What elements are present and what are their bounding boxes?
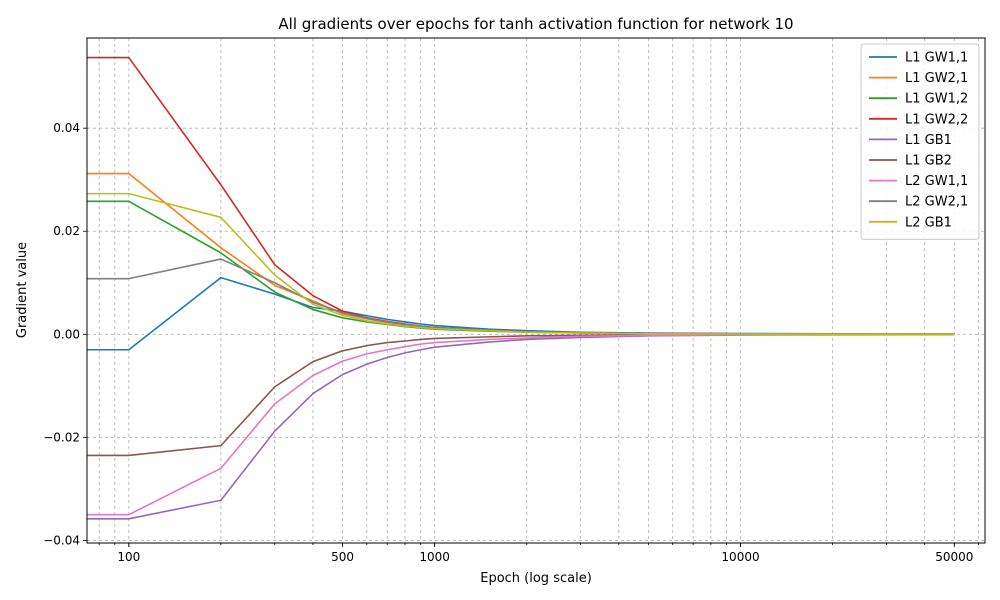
series-line-7 — [87, 333, 955, 516]
legend-label: L1 GW1,1 — [905, 51, 968, 66]
legend-label: L1 GW2,2 — [905, 112, 968, 127]
x-tick-label: 500 — [331, 550, 354, 564]
x-tick-label: 1000 — [419, 550, 450, 564]
legend-label: L1 GW2,1 — [905, 71, 968, 86]
series-lines — [87, 56, 955, 520]
legend-label: L1 GB1 — [905, 133, 952, 148]
y-tick-label: 0.02 — [53, 224, 80, 238]
x-axis-label: Epoch (log scale) — [480, 571, 592, 586]
legend-label: L1 GB2 — [905, 154, 952, 169]
legend-box — [860, 43, 980, 240]
legend-label: L2 GW1,1 — [905, 174, 968, 189]
y-tick-label: −0.02 — [43, 430, 80, 444]
y-tick-label: −0.04 — [43, 533, 80, 547]
y-axis-label: Gradient value — [15, 242, 30, 338]
legend-label: L2 GB1 — [905, 215, 952, 230]
legend: L1 GW1,1 L1 GW2,1 L1 GW1,2 L1 GW2,2 L1 GB1 L1… — [860, 43, 980, 240]
chart-title: All gradients over epochs for tanh activ… — [278, 15, 793, 33]
grid-lines — [87, 38, 985, 543]
x-tick-label: 100 — [117, 550, 140, 564]
axis-ticks: −0.04 −0.02 0.00 0.02 0.04 100 500 1000 10000 500… — [43, 121, 979, 564]
legend-label: L2 GW2,1 — [905, 195, 968, 210]
x-tick-label: 10000 — [721, 550, 759, 564]
series-line-9 — [87, 192, 955, 336]
y-tick-label: 0.04 — [53, 121, 80, 135]
plot-frame — [86, 37, 986, 544]
legend-label: L1 GW1,2 — [905, 92, 968, 107]
x-tick-label: 50000 — [935, 550, 973, 564]
y-tick-label: 0.00 — [53, 327, 80, 341]
